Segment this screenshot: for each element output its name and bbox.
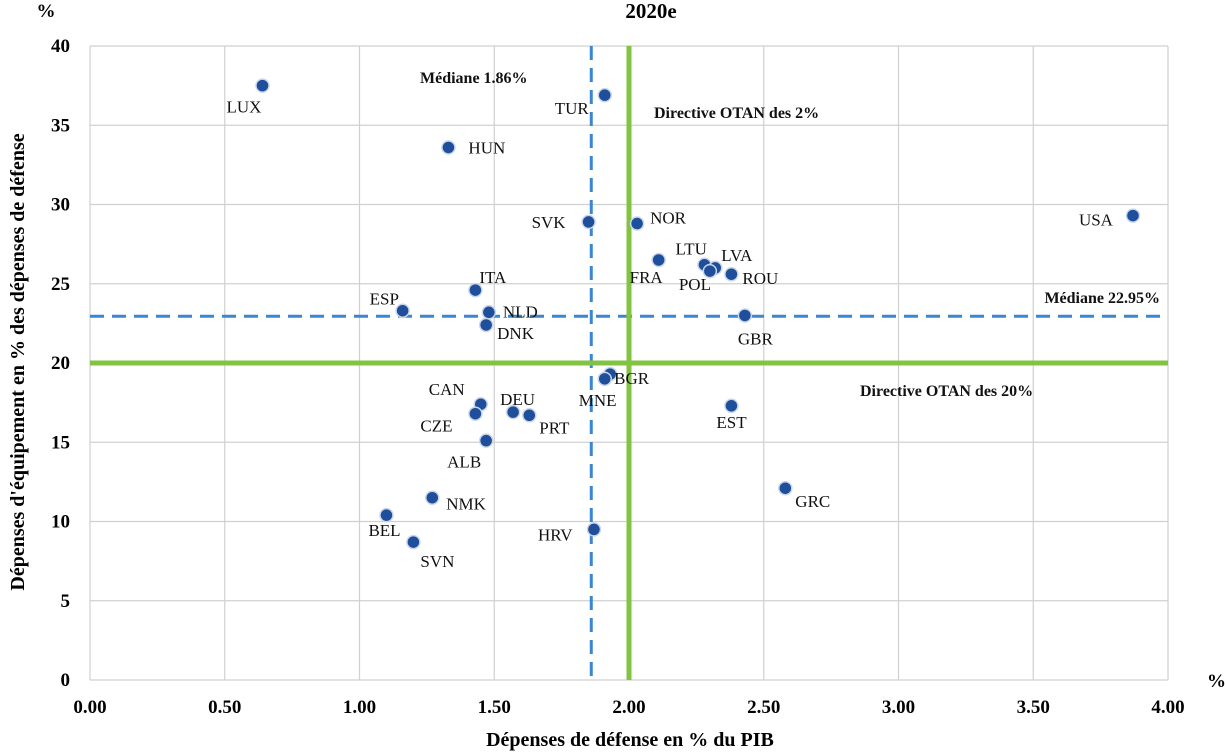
data-point-rou — [724, 266, 739, 282]
data-points — [255, 78, 1141, 550]
point-label-can: CAN — [429, 380, 465, 399]
y-tick-labels: 0 5 10 15 20 25 30 35 40 — [51, 36, 70, 691]
point-label-hrv: HRV — [538, 525, 573, 544]
point-label-tur: TUR — [555, 99, 590, 118]
y-tick-label: 40 — [51, 36, 70, 57]
ref-label-nato-y: Directive OTAN des 20% — [860, 383, 1033, 400]
point-label-ita: ITA — [479, 268, 507, 287]
point-label-svn: SVN — [420, 552, 454, 571]
x-tick-label: 4.00 — [1151, 697, 1184, 718]
point-label-bel: BEL — [368, 521, 400, 540]
point-label-usa: USA — [1079, 211, 1114, 230]
point-label-gbr: GBR — [738, 329, 774, 348]
data-point-hun — [441, 140, 456, 155]
point-label-grc: GRC — [795, 492, 830, 511]
data-point-svn — [406, 534, 421, 550]
point-label-svk: SVK — [532, 213, 567, 232]
data-point-usa — [1125, 208, 1141, 223]
y-tick-label: 25 — [51, 274, 70, 295]
x-tick-labels: 0.00 0.50 1.00 1.50 2.00 2.50 3.00 3.50 4.00 — [73, 697, 1184, 718]
point-label-esp: ESP — [370, 290, 399, 309]
data-point-est — [724, 398, 739, 414]
point-label-nor: NOR — [650, 209, 687, 228]
x-tick-label: 2.50 — [747, 697, 780, 718]
x-unit-label: % — [1207, 671, 1225, 692]
point-label-pol: POL — [679, 275, 711, 294]
y-tick-label: 15 — [51, 432, 70, 453]
point-label-alb: ALB — [447, 453, 481, 472]
y-tick-label: 35 — [51, 115, 70, 136]
y-tick-label: 20 — [51, 353, 70, 374]
data-point-svk — [581, 214, 596, 230]
y-tick-label: 5 — [61, 591, 71, 612]
point-label-lux: LUX — [226, 98, 261, 117]
ref-label-nato-x: Directive OTAN des 2% — [654, 105, 819, 122]
data-point-ita — [468, 282, 483, 298]
data-point-hrv — [586, 522, 602, 537]
x-tick-label: 1.50 — [478, 697, 511, 718]
data-point-nmk — [425, 490, 440, 505]
data-point-deu — [505, 404, 521, 420]
point-label-ltu: LTU — [675, 240, 707, 259]
data-point-prt — [522, 408, 537, 423]
point-label-prt: PRT — [539, 418, 570, 437]
point-label-lva: LVA — [721, 246, 753, 265]
y-tick-label: 10 — [51, 512, 70, 533]
y-unit-label: % — [37, 1, 56, 22]
point-label-nmk: NMK — [446, 495, 486, 514]
data-point-mne — [597, 371, 612, 387]
point-label-cze: CZE — [420, 417, 452, 436]
chart-title: 2020e — [625, 0, 676, 23]
x-tick-label: 0.50 — [208, 697, 241, 718]
data-point-alb — [478, 433, 494, 448]
x-tick-label: 3.50 — [1017, 697, 1050, 718]
data-point-tur — [597, 87, 612, 103]
data-point-nor — [629, 216, 645, 231]
x-tick-label: 3.00 — [882, 697, 915, 718]
data-point-grc — [778, 480, 793, 496]
data-point-esp — [395, 303, 410, 318]
point-labels: LUX TUR HUN SVK NOR USA FRA LTU LVA POL ROU ITA ESP N… — [226, 98, 1113, 571]
data-point-lux — [255, 78, 270, 93]
ref-label-median-y: Médiane 22.95% — [1044, 290, 1160, 307]
data-point-cze — [468, 406, 483, 421]
point-label-mne: MNE — [579, 391, 617, 410]
point-label-est: EST — [716, 413, 747, 432]
data-point-dnk — [478, 317, 494, 333]
point-label-deu: DEU — [500, 390, 535, 409]
reference-line-labels: Médiane 1.86% Médiane 22.95% Directive OTA… — [420, 70, 1160, 400]
data-point-fra — [651, 252, 666, 268]
data-point-gbr — [737, 308, 753, 323]
data-point-pol — [702, 263, 718, 279]
ref-label-median-x: Médiane 1.86% — [420, 70, 528, 87]
x-tick-label: 2.00 — [612, 697, 645, 718]
x-tick-label: 0.00 — [73, 697, 106, 718]
x-axis-label: Dépenses de défense en % du PIB — [486, 729, 774, 751]
data-point-bel — [379, 507, 394, 523]
point-label-hun: HUN — [468, 138, 505, 157]
point-label-rou: ROU — [742, 269, 778, 288]
y-axis-label: Dépenses d'équipement en % des dépenses … — [7, 133, 29, 590]
y-tick-label: 30 — [51, 195, 70, 216]
reference-lines — [90, 46, 1168, 680]
point-label-bgr: BGR — [614, 369, 650, 388]
x-tick-label: 1.00 — [343, 697, 376, 718]
data-point-nld — [481, 305, 497, 320]
point-label-dnk: DNK — [497, 324, 535, 343]
point-label-fra: FRA — [630, 268, 664, 287]
y-tick-label: 0 — [61, 670, 71, 691]
point-label-nld: NLD — [503, 302, 538, 321]
